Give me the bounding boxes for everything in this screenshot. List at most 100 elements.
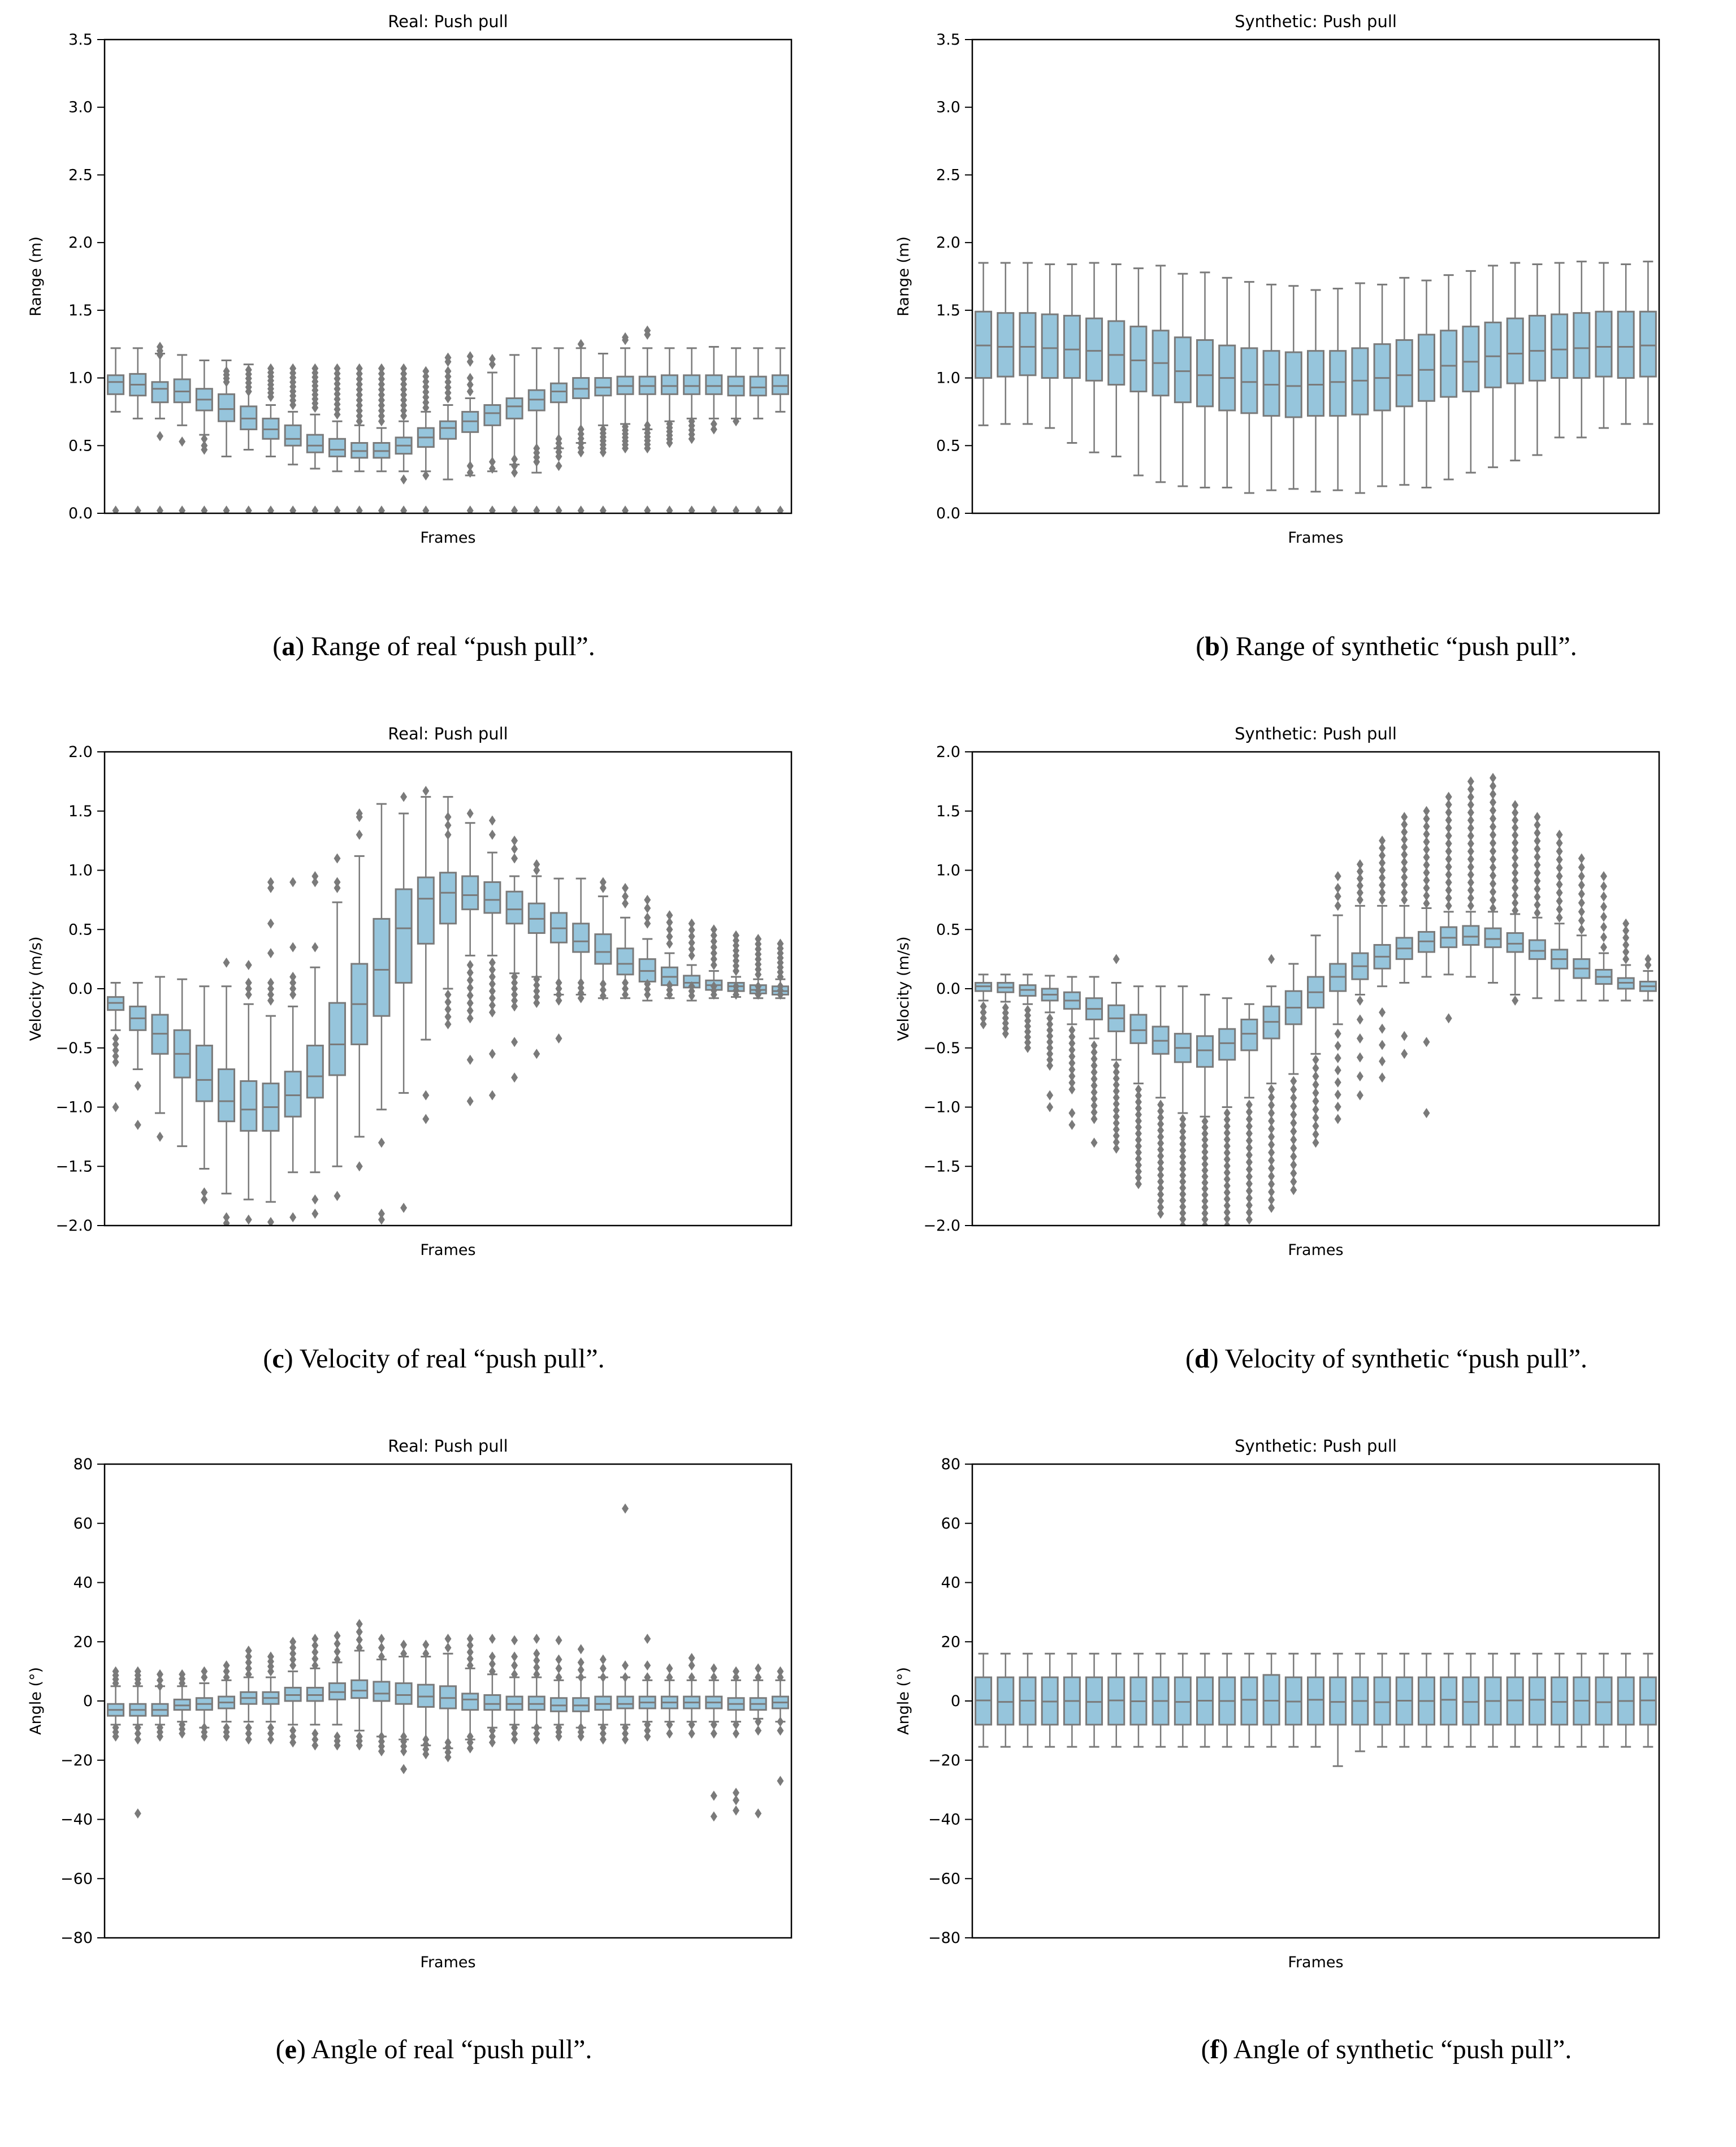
- box-2: [129, 1666, 147, 1819]
- outlier-diamond: [1090, 1040, 1098, 1051]
- outlier-diamond: [156, 505, 163, 514]
- outlier-diamond: [1223, 1214, 1231, 1224]
- outlier-diamond: [511, 1660, 518, 1671]
- outlier-diamond: [1179, 1220, 1187, 1226]
- outlier-diamond: [1068, 1038, 1076, 1049]
- outlier-diamond: [1512, 830, 1519, 841]
- box-31: [771, 347, 789, 514]
- box-1: [975, 973, 993, 1029]
- outlier-diamond: [1379, 894, 1386, 905]
- outlier-diamond: [400, 405, 408, 416]
- outlier-diamond: [710, 1811, 717, 1822]
- outlier-diamond: [1112, 1124, 1120, 1135]
- outlier-diamond: [1024, 1037, 1031, 1048]
- outlier-diamond: [1002, 1012, 1009, 1023]
- outlier-diamond: [1423, 867, 1430, 878]
- y-tick-label: 60: [941, 1515, 960, 1533]
- outlier-diamond: [488, 354, 496, 365]
- outlier-diamond: [1423, 821, 1430, 832]
- outlier-diamond: [289, 1637, 297, 1647]
- outlier-diamond: [1445, 846, 1452, 856]
- box-29: [1595, 1652, 1613, 1748]
- boxes-group: [107, 786, 789, 1226]
- box-rect: [218, 393, 236, 422]
- box-rect: [505, 397, 523, 419]
- box-27: [683, 1653, 701, 1739]
- outlier-diamond: [511, 1734, 518, 1745]
- outlier-diamond: [444, 1642, 452, 1653]
- outlier-diamond: [1334, 901, 1341, 911]
- y-tick-label: 1.5: [936, 302, 960, 319]
- outlier-diamond: [201, 1194, 208, 1205]
- outlier-diamond: [1356, 1071, 1363, 1082]
- outlier-diamond: [444, 997, 452, 1007]
- outlier-diamond: [444, 989, 452, 1000]
- outlier-diamond: [1445, 869, 1452, 880]
- box-rect: [1440, 1676, 1458, 1726]
- box-20: [1395, 276, 1413, 486]
- outlier-diamond: [710, 1719, 717, 1730]
- box-21: [1417, 806, 1435, 1118]
- outlier-diamond: [1201, 1208, 1209, 1219]
- outlier-diamond: [400, 410, 408, 421]
- box-2: [997, 1652, 1015, 1748]
- outlier-diamond: [334, 853, 341, 864]
- outlier-diamond: [112, 1051, 119, 1062]
- outlier-diamond: [1401, 1031, 1408, 1041]
- outlier-diamond: [1223, 1167, 1231, 1178]
- outlier-diamond: [466, 468, 474, 478]
- outlier-diamond: [1112, 1118, 1120, 1128]
- box-1: [107, 982, 125, 1113]
- outlier-diamond: [1046, 1102, 1054, 1113]
- box-rect: [439, 872, 457, 925]
- outlier-diamond: [466, 1013, 474, 1024]
- outlier-diamond: [666, 1663, 673, 1674]
- outlier-diamond: [1467, 901, 1474, 911]
- outlier-diamond: [1024, 1015, 1031, 1026]
- outlier-diamond: [1334, 871, 1341, 881]
- outlier-diamond: [223, 1672, 230, 1683]
- outlier-diamond: [533, 1655, 540, 1666]
- box-12: [350, 1618, 369, 1751]
- outlier-diamond: [112, 505, 119, 514]
- outlier-diamond: [1290, 1101, 1297, 1111]
- outlier-diamond: [267, 1217, 274, 1226]
- outlier-diamond: [733, 981, 740, 992]
- outlier-diamond: [466, 1054, 474, 1065]
- outlier-diamond: [466, 967, 474, 978]
- outlier-diamond: [134, 1119, 141, 1130]
- plots-row-velocity: Real: Push pull Frames Velocity (m/s) −2.0−…: [0, 717, 1736, 1288]
- outlier-diamond: [1556, 912, 1563, 923]
- outlier-diamond: [289, 1660, 297, 1671]
- outlier-diamond: [777, 505, 784, 514]
- outlier-diamond: [1512, 890, 1519, 901]
- outlier-diamond: [1290, 1093, 1297, 1103]
- outlier-diamond: [378, 410, 385, 421]
- outlier-diamond: [1112, 1060, 1120, 1071]
- y-tick-label: 80: [73, 1456, 93, 1473]
- box-27: [1551, 829, 1569, 1002]
- outlier-diamond: [577, 1672, 585, 1683]
- outlier-diamond: [245, 365, 252, 375]
- box-20: [1395, 1652, 1413, 1748]
- outlier-diamond: [1135, 1084, 1142, 1095]
- outlier-diamond: [777, 1725, 784, 1736]
- plot-cell-c: Real: Push pull Frames Velocity (m/s) −2.0−…: [0, 717, 868, 1288]
- outlier-diamond: [378, 363, 385, 374]
- outlier-diamond: [334, 1646, 341, 1657]
- outlier-diamond: [1512, 823, 1519, 833]
- box-17: [461, 1634, 479, 1754]
- outlier-diamond: [1268, 1092, 1275, 1103]
- outlier-diamond: [577, 1731, 585, 1742]
- box-22: [1440, 1652, 1458, 1748]
- outlier-diamond: [1112, 1092, 1120, 1103]
- outlier-diamond: [1401, 1049, 1408, 1059]
- outlier-diamond: [599, 424, 607, 435]
- outlier-diamond: [1445, 854, 1452, 864]
- outlier-diamond: [1179, 1207, 1187, 1218]
- outlier-diamond: [1445, 799, 1452, 810]
- outlier-diamond: [488, 1090, 496, 1101]
- box-10: [306, 871, 324, 1219]
- outlier-diamond: [1179, 1145, 1187, 1155]
- outlier-diamond: [289, 1725, 297, 1736]
